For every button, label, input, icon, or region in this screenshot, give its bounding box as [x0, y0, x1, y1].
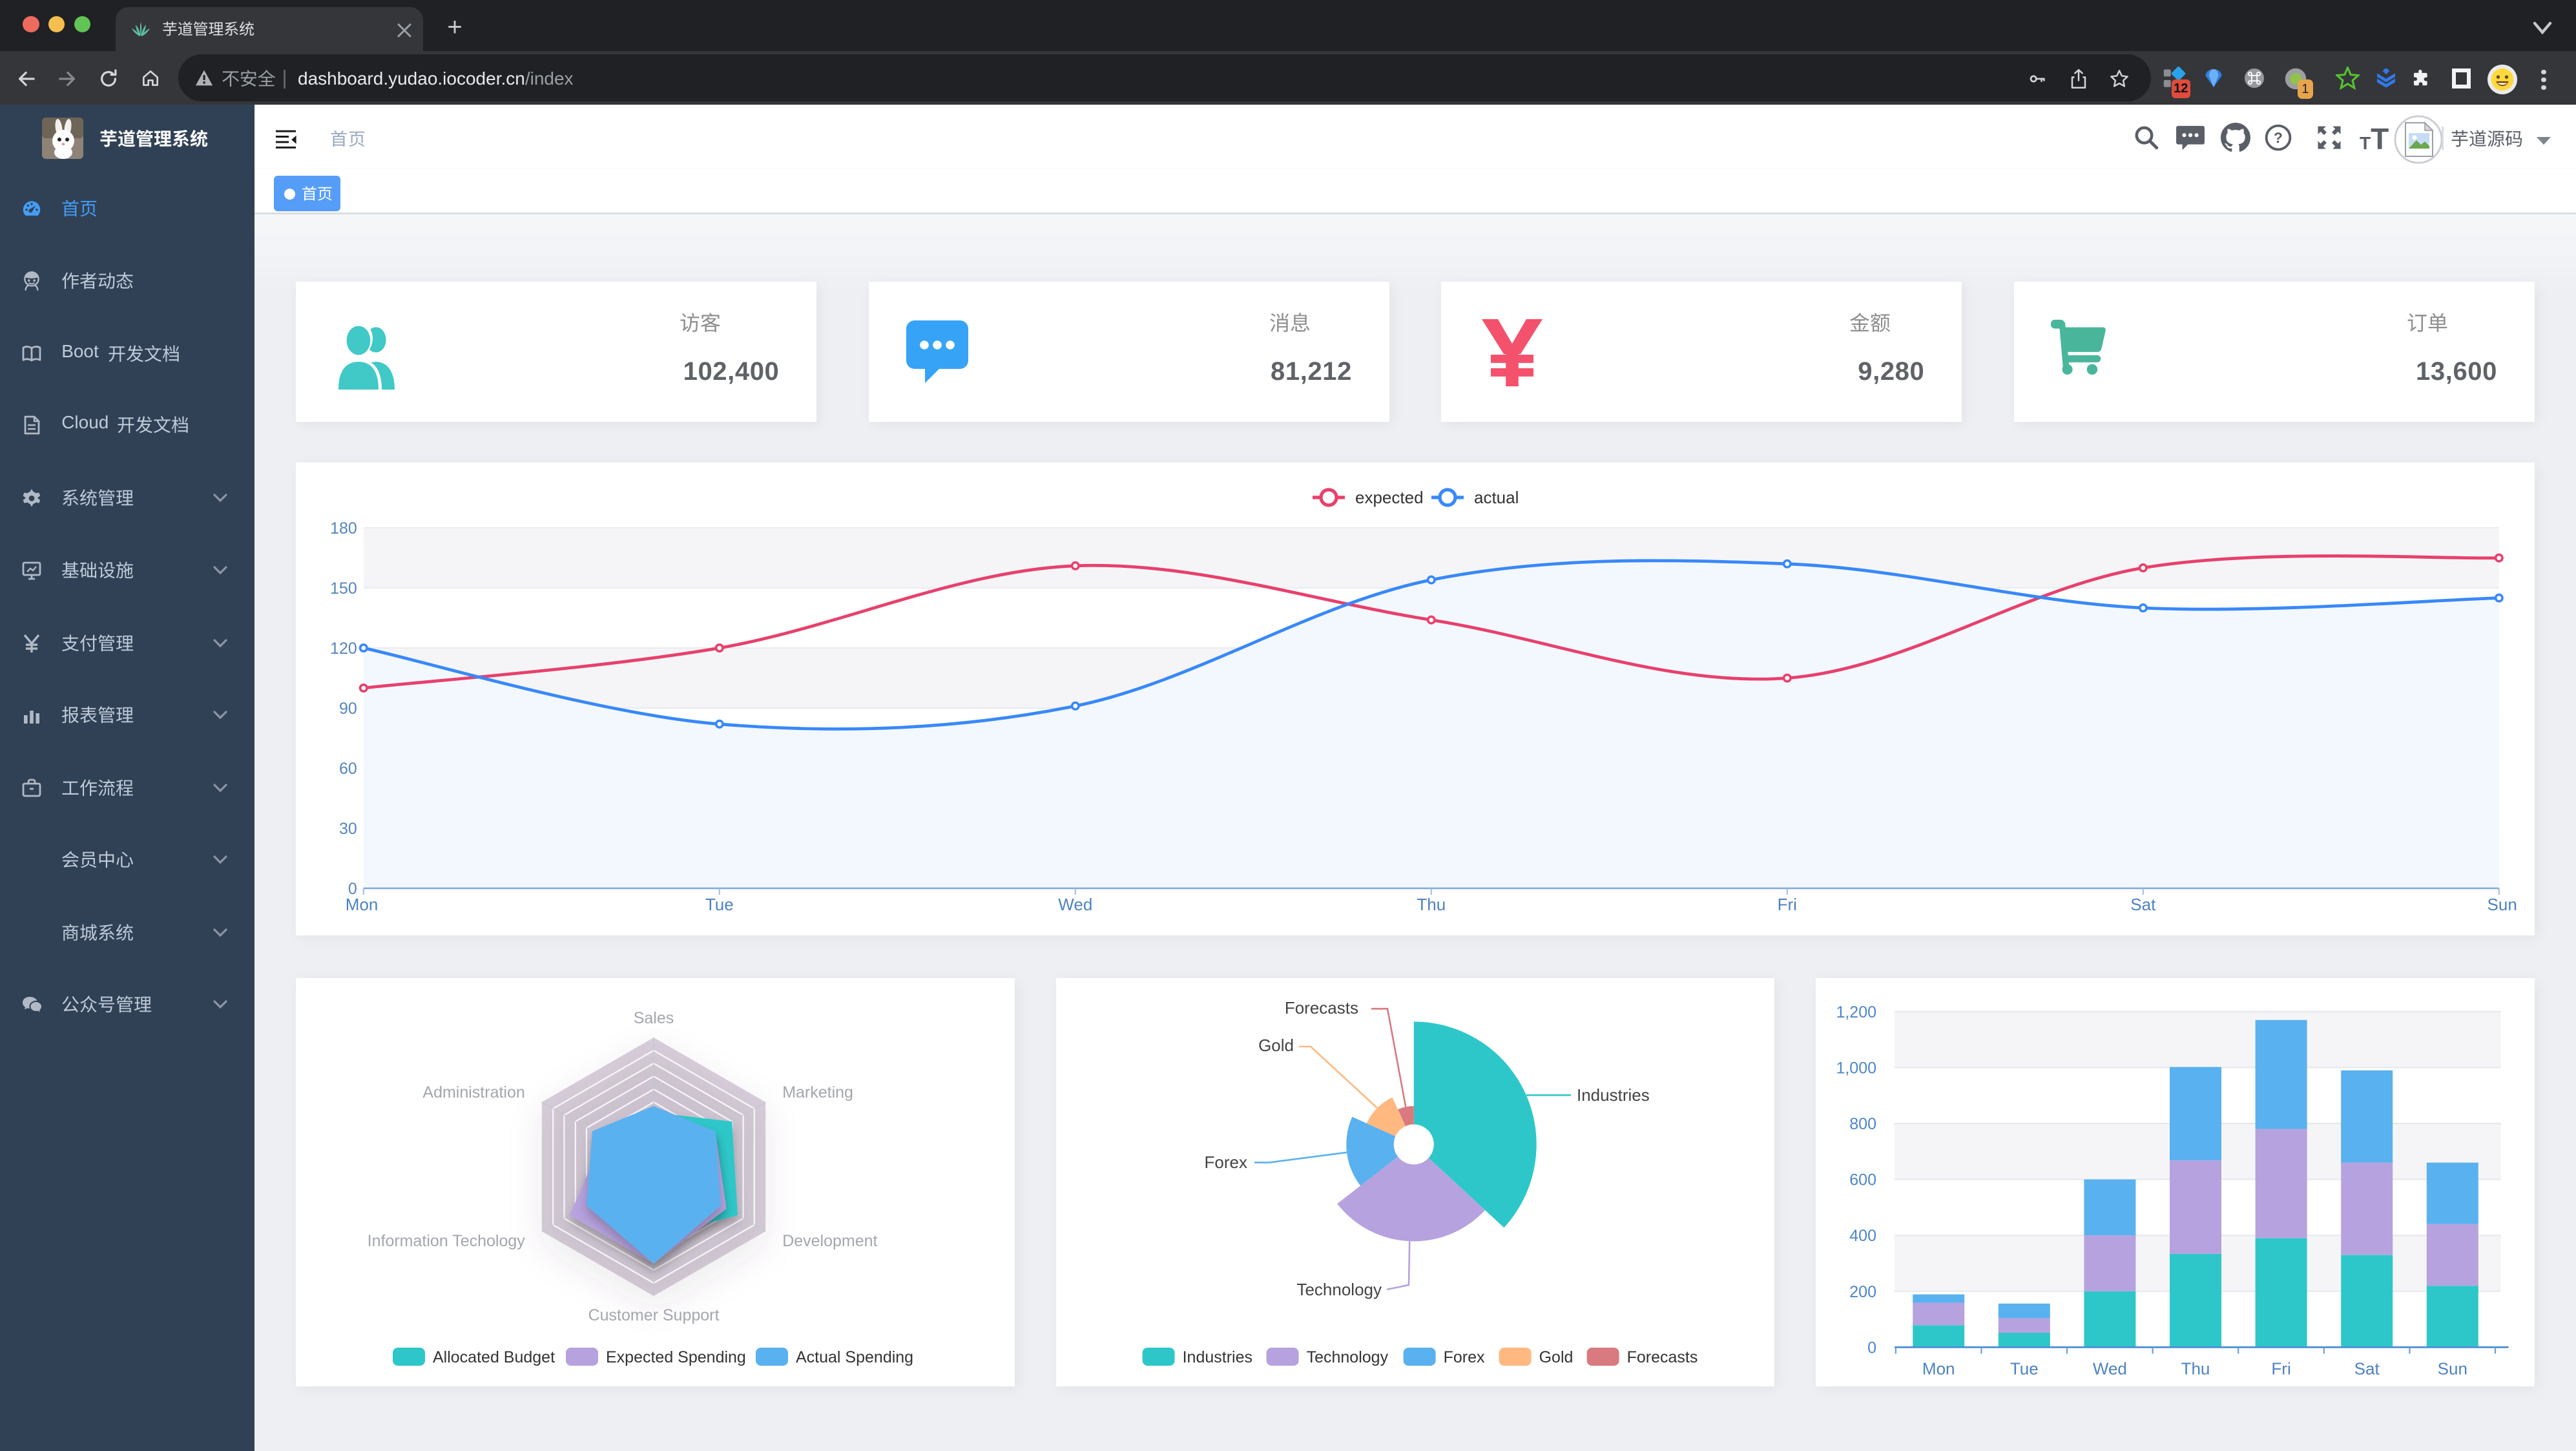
svg-text:?: ? — [2274, 129, 2283, 146]
svg-text:Sales: Sales — [634, 1009, 674, 1027]
svg-text:Industries: Industries — [1182, 1348, 1252, 1366]
svg-text:Technology: Technology — [1296, 1280, 1382, 1299]
svg-text:expected: expected — [1355, 488, 1424, 507]
svg-text:1,200: 1,200 — [1836, 1003, 1877, 1021]
svg-text:0: 0 — [1867, 1339, 1876, 1357]
svg-text:Fri: Fri — [2272, 1359, 2291, 1378]
svg-text:Gold: Gold — [1258, 1036, 1294, 1055]
svg-text:Wed: Wed — [1058, 895, 1092, 914]
svg-text:60: 60 — [339, 760, 357, 778]
svg-text:Wed: Wed — [2093, 1359, 2127, 1378]
svg-text:Allocated Budget: Allocated Budget — [433, 1348, 555, 1366]
svg-text:150: 150 — [330, 579, 357, 598]
svg-text:120: 120 — [330, 640, 357, 658]
svg-text:Forex: Forex — [1443, 1348, 1484, 1366]
svg-text:Sun: Sun — [2438, 1359, 2467, 1378]
svg-text:Mon: Mon — [1922, 1359, 1955, 1378]
svg-text:0: 0 — [348, 880, 357, 898]
svg-text:Sat: Sat — [2354, 1359, 2380, 1378]
svg-text:Sat: Sat — [2130, 895, 2156, 914]
svg-text:800: 800 — [1850, 1115, 1877, 1133]
svg-text:Tue: Tue — [705, 895, 734, 914]
svg-text:1,000: 1,000 — [1836, 1059, 1877, 1077]
svg-text:400: 400 — [1850, 1227, 1877, 1245]
svg-text:Information Techology: Information Techology — [368, 1232, 526, 1250]
svg-text:Thu: Thu — [2181, 1359, 2210, 1378]
svg-text:Technology: Technology — [1306, 1348, 1388, 1366]
svg-text:Forex: Forex — [1204, 1153, 1247, 1172]
svg-text:Industries: Industries — [1577, 1085, 1650, 1105]
svg-text:600: 600 — [1850, 1171, 1877, 1189]
svg-text:90: 90 — [339, 700, 357, 718]
svg-text:Forecasts: Forecasts — [1626, 1348, 1698, 1366]
svg-text:Marketing: Marketing — [782, 1083, 853, 1101]
svg-text:Thu: Thu — [1417, 895, 1446, 914]
svg-text:Sun: Sun — [2488, 895, 2517, 914]
svg-text:Customer Support: Customer Support — [588, 1306, 720, 1324]
svg-text:180: 180 — [330, 519, 357, 538]
svg-text:Expected Spending: Expected Spending — [606, 1348, 746, 1366]
svg-text:Fri: Fri — [1778, 895, 1797, 914]
svg-text:actual: actual — [1474, 488, 1519, 507]
svg-text:Mon: Mon — [346, 895, 379, 914]
svg-text:200: 200 — [1850, 1283, 1877, 1301]
svg-text:Actual Spending: Actual Spending — [796, 1348, 913, 1366]
svg-text:30: 30 — [339, 820, 357, 838]
svg-text:Development: Development — [782, 1232, 877, 1250]
svg-text:Administration: Administration — [422, 1083, 525, 1101]
svg-text:Tue: Tue — [2010, 1359, 2039, 1378]
svg-text:Forecasts: Forecasts — [1284, 998, 1358, 1018]
svg-text:Gold: Gold — [1539, 1348, 1573, 1366]
